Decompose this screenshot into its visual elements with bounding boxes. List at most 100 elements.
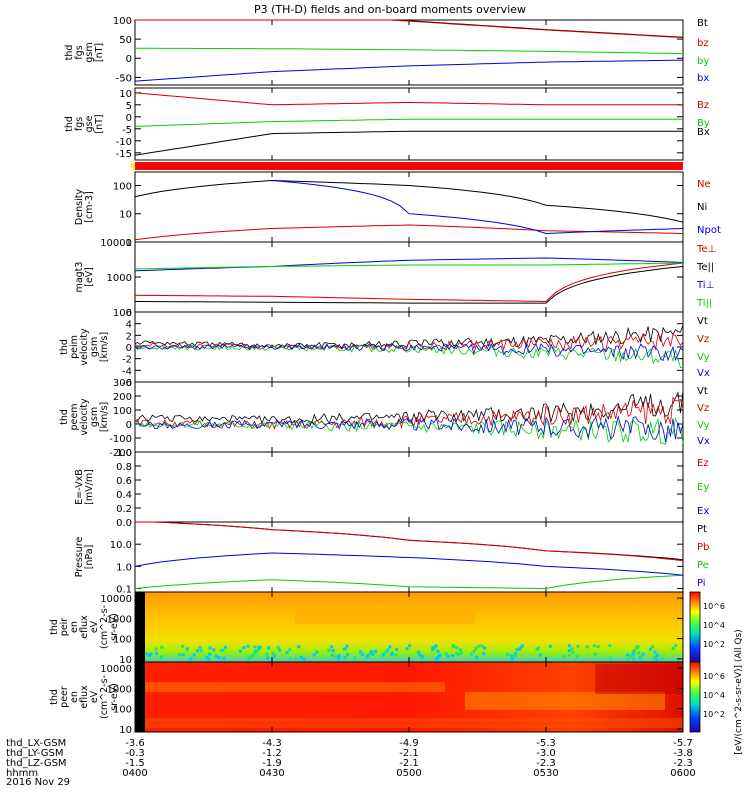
spectrogram-speck [254, 649, 258, 653]
y-axis-label-line: [mV/m] [84, 469, 95, 505]
y-tick-label: 100 [113, 406, 132, 417]
y-axis-label-line: peer [59, 686, 70, 708]
spectrogram-band [465, 692, 665, 710]
panel-4: 10000 1000 100 magt3[eV] Te⊥ Te|| Ti⊥ Ti|| [74, 238, 716, 319]
y-tick-label: 100 [113, 16, 132, 27]
y-axis-label: thdfgsgsm[nT] [64, 42, 105, 62]
spectrogram-speck [571, 650, 575, 654]
spectrogram-speck [629, 654, 633, 658]
spectrogram-speck [386, 648, 390, 652]
ephemeris-value: -2.3 [536, 758, 556, 769]
spectrogram-speck [330, 653, 334, 657]
spectrogram-gap [135, 592, 145, 662]
spectrogram-speck [359, 650, 363, 654]
series-line-Bz [134, 92, 683, 106]
spectrogram-speck [482, 646, 486, 650]
y-axis-label-line: eV [89, 620, 100, 633]
y-tick-label: 0.2 [116, 504, 132, 515]
spectrogram-speck [224, 645, 227, 649]
ephemeris-value: 0530 [533, 768, 558, 779]
series-line-bx [134, 59, 684, 82]
legend-entry: Te|| [696, 262, 714, 273]
spectrogram-speck [475, 655, 478, 659]
spectrogram-speck [257, 647, 260, 651]
y-axis-label-line: magt3 [74, 262, 85, 293]
spectrogram-speck [384, 650, 388, 654]
series-line-Ti|| [134, 262, 684, 270]
colorbars: 10^6 10^4 10^2 10^6 10^4 10^2 [eV/(cm^2-s-sr-e… [689, 591, 744, 755]
y-axis-label-line: peir [59, 618, 70, 637]
y-tick-label: 50 [119, 35, 132, 46]
y-tick-label: 0 [126, 113, 132, 124]
y-axis-label-line: peim [69, 335, 80, 359]
y-axis-label-line: eV [89, 690, 100, 703]
y-tick-label: 0 [126, 420, 132, 431]
date-label: 2016 Nov 29 [6, 777, 70, 788]
y-tick-label: -50 [116, 73, 132, 84]
series-line-Vx [134, 415, 684, 443]
series-line-Te|| [135, 266, 684, 304]
spectrogram-speck [641, 652, 645, 656]
ephemeris-value: -2.3 [673, 758, 693, 769]
legend-entry: Vy [697, 420, 710, 431]
y-tick-label: 10 [119, 89, 132, 100]
spectrogram-speck [444, 652, 448, 656]
spectrogram-speck [208, 652, 212, 656]
spectrogram-speck [288, 657, 292, 660]
spectrogram-speck [199, 649, 203, 653]
y-tick-label: 5 [126, 101, 132, 112]
spectrogram-speck [567, 644, 571, 648]
y-tick-label: 100 [113, 308, 132, 319]
spectrogram-speck [160, 645, 164, 649]
spectrogram-speck [302, 657, 306, 661]
y-tick-label: 10000 [100, 664, 132, 675]
spectrogram-speck [266, 656, 270, 660]
legend-entry: Ey [697, 482, 709, 493]
spectrogram-speck [214, 654, 218, 658]
legend-entry: By [697, 118, 710, 129]
y-axis-label-line: thd [59, 339, 70, 355]
spectrogram-speck [246, 644, 250, 648]
y-tick-label: 10 [119, 725, 132, 736]
panel-frame [134, 311, 684, 383]
spectrogram-speck [438, 653, 442, 657]
legend-entry: Pi [697, 578, 706, 589]
ephemeris-value: -2.1 [399, 758, 419, 769]
spectrogram-speck [631, 657, 635, 661]
y-axis-label-line: Pressure [74, 537, 85, 578]
panels-group: 100500-50thdfgsgsm[nT]Btbzbybx1050-5-10-… [49, 16, 721, 736]
y-tick-label: -100 [109, 434, 132, 445]
spectrogram-speck [632, 652, 636, 656]
ephemeris-value: -1.5 [125, 758, 145, 769]
legend-entry: Ne [697, 179, 711, 190]
spectrogram-speck [514, 652, 518, 656]
panel-frame [134, 451, 684, 523]
series-line-By [134, 118, 683, 127]
spectrogram-speck [294, 657, 298, 661]
spectrogram-speck [637, 651, 641, 655]
legend-entry: Pb [697, 542, 709, 553]
spectrogram-speck [436, 649, 440, 653]
figure-title: P3 (TH-D) fields and on-board moments ov… [254, 3, 526, 16]
ephemeris-row-label: thd_LX-GSM [6, 738, 66, 749]
legend-entry: Bt [697, 18, 708, 29]
series-line-Npot [271, 180, 684, 235]
ephemeris-value: -5.7 [673, 738, 693, 749]
spectrogram-speck [267, 646, 270, 650]
legend-entry: Ex [697, 506, 709, 517]
spectrogram-band [145, 718, 683, 728]
spectrogram-speck [371, 652, 375, 656]
panel-8: 10.0 1.0 0.1 Pressure[nPa] Pt Pb Pe Pi [74, 521, 709, 596]
spectrogram-speck [434, 644, 438, 648]
series-line-Pe [134, 574, 684, 590]
y-axis-label-line: velocity [79, 398, 90, 436]
ephemeris-table: thd_LX-GSM -3.6 -4.3 -4.9 -5.3 -5.7 thd_LY-GSM… [6, 738, 696, 779]
colorbar-tick-label: 10^4 [703, 691, 725, 700]
spectrogram-speck [222, 656, 226, 660]
spectrogram-speck [390, 651, 394, 655]
spectrogram-speck [609, 657, 613, 661]
colorbar-tick-label: 10^4 [703, 621, 725, 630]
spectrogram-speck [567, 649, 571, 653]
legend-entry: Vz [697, 334, 709, 345]
